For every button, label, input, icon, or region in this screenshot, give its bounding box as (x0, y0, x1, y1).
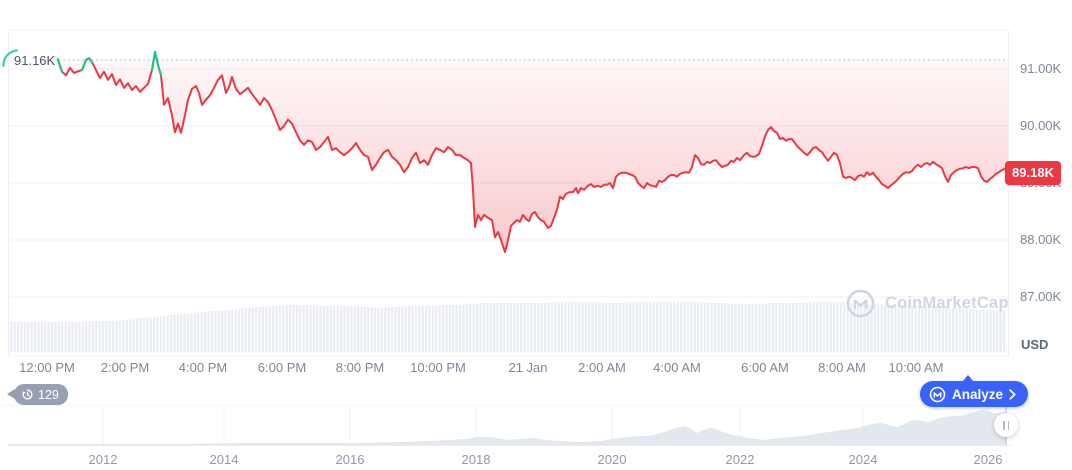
price-line-up-segment (81, 57, 93, 72)
year-tick-label: 2014 (209, 452, 239, 467)
x-tick-label: 10:00 PM (410, 360, 466, 375)
timeline-scrubber-handle[interactable] (994, 413, 1018, 437)
volume-bars (8, 302, 1007, 352)
history-clock-icon (21, 389, 33, 400)
x-tick-label: 2:00 PM (100, 360, 150, 375)
x-tick-label: 10:00 AM (888, 360, 944, 375)
year-tick-label: 2018 (461, 452, 491, 467)
countdown-arc-icon (2, 49, 18, 67)
analyze-button[interactable]: Analyze (920, 375, 1029, 407)
history-count-value: 129 (38, 387, 59, 402)
x-tick-label: 2:00 AM (578, 360, 626, 375)
price-line (51, 50, 1009, 253)
x-tick-label: 6:00 PM (257, 360, 307, 375)
x-tick-label: 12:00 PM (19, 360, 75, 375)
current-price-badge: 89.18K (1005, 160, 1061, 185)
year-tick-label: 2012 (88, 452, 118, 467)
analyze-button-label: Analyze (952, 386, 1004, 402)
chevron-right-icon (1009, 388, 1016, 400)
history-count-badge[interactable]: 129 (7, 384, 68, 405)
x-tick-label: 8:00 PM (335, 360, 385, 375)
x-axis: 12:00 PM 2:00 PM 4:00 PM 6:00 PM 8:00 PM 10:0… (0, 360, 1010, 378)
x-tick-label: 21 Jan (508, 360, 548, 375)
baseline-price-label: 91.16K (12, 53, 58, 68)
year-tick-label: 2024 (848, 452, 878, 467)
price-area-fill (52, 51, 1008, 253)
year-tick-label: 2020 (597, 452, 627, 467)
x-tick-label: 4:00 AM (653, 360, 701, 375)
x-tick-label: 6:00 AM (741, 360, 789, 375)
year-tick-label: 2022 (725, 452, 755, 467)
currency-unit-label: USD (1021, 337, 1049, 352)
coinmarketcap-logo-icon (929, 386, 946, 402)
year-tick-label: 2026 (973, 452, 1003, 467)
timeline-year-axis: 2012 2014 2016 2018 2020 2022 2024 2026 (0, 452, 1072, 468)
year-tick-label: 2016 (335, 452, 365, 467)
price-line-up-segment (151, 50, 162, 77)
x-tick-label: 4:00 PM (178, 360, 228, 375)
timeline-history-area[interactable] (8, 410, 1007, 445)
x-tick-label: 8:00 AM (818, 360, 866, 375)
